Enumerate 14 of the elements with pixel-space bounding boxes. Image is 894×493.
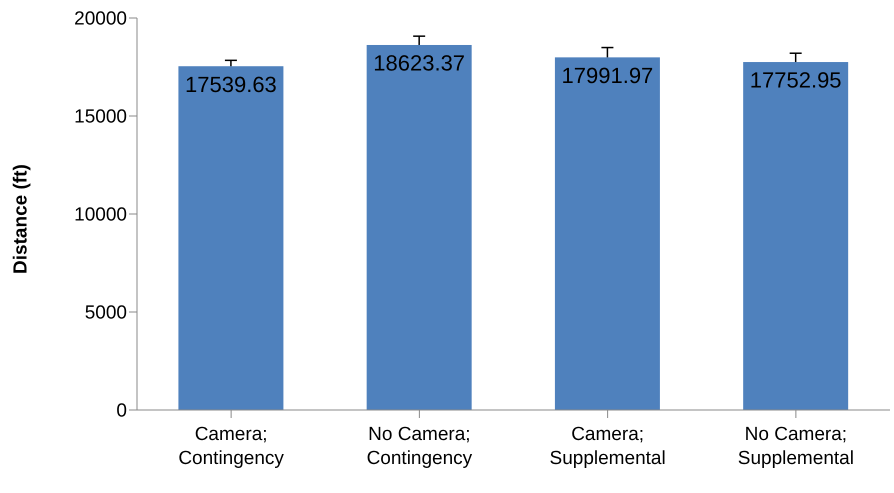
y-tick-label: 15000 <box>74 106 127 128</box>
x-tick-label: Camera; Contingency <box>178 424 284 469</box>
y-tick-label: 10000 <box>74 204 127 226</box>
x-tick-label: No Camera; Supplemental <box>738 424 854 469</box>
x-tick-label: Camera; Supplemental <box>550 424 666 469</box>
y-tick-label: 20000 <box>74 8 127 30</box>
data-label: 17539.63 <box>185 72 277 97</box>
y-axis-title: Distance (ft) <box>10 164 32 274</box>
y-tick-label: 5000 <box>84 302 127 324</box>
data-label: 17991.97 <box>562 62 654 88</box>
y-tick-label: 0 <box>116 400 127 422</box>
data-label: 18623.37 <box>373 50 466 76</box>
data-label: 17752.95 <box>750 68 842 93</box>
x-tick-label: No Camera; Contingency <box>366 424 473 469</box>
